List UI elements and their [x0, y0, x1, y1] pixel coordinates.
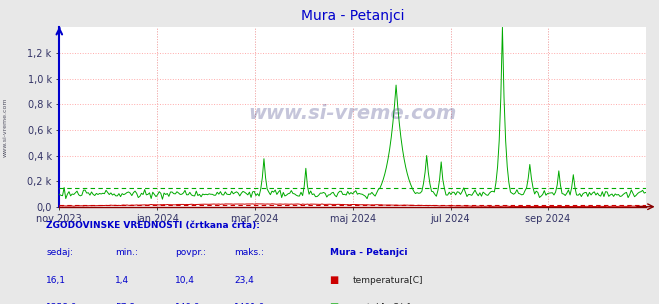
Text: Mura - Petanjci: Mura - Petanjci: [330, 248, 407, 257]
Text: temperatura[C]: temperatura[C]: [353, 276, 423, 285]
Text: min.:: min.:: [115, 248, 138, 257]
Text: maks.:: maks.:: [234, 248, 264, 257]
Text: 23,4: 23,4: [234, 276, 254, 285]
Text: ZGODOVINSKE VREDNOSTI (črtkana črta):: ZGODOVINSKE VREDNOSTI (črtkana črta):: [46, 221, 260, 230]
Text: ■: ■: [330, 302, 339, 304]
Text: 1401,0: 1401,0: [234, 303, 266, 304]
Text: 57,8: 57,8: [115, 303, 135, 304]
Text: pretok[m3/s]: pretok[m3/s]: [353, 303, 411, 304]
Text: 10,4: 10,4: [175, 276, 194, 285]
Title: Mura - Petanjci: Mura - Petanjci: [301, 9, 405, 23]
Text: 1,4: 1,4: [115, 276, 129, 285]
Text: sedaj:: sedaj:: [46, 248, 73, 257]
Text: www.si-vreme.com: www.si-vreme.com: [3, 98, 8, 157]
Text: 1358,0: 1358,0: [46, 303, 78, 304]
Text: ■: ■: [330, 275, 339, 285]
Text: 16,1: 16,1: [46, 276, 66, 285]
Text: 149,9: 149,9: [175, 303, 200, 304]
Text: www.si-vreme.com: www.si-vreme.com: [248, 104, 457, 123]
Text: povpr.:: povpr.:: [175, 248, 206, 257]
